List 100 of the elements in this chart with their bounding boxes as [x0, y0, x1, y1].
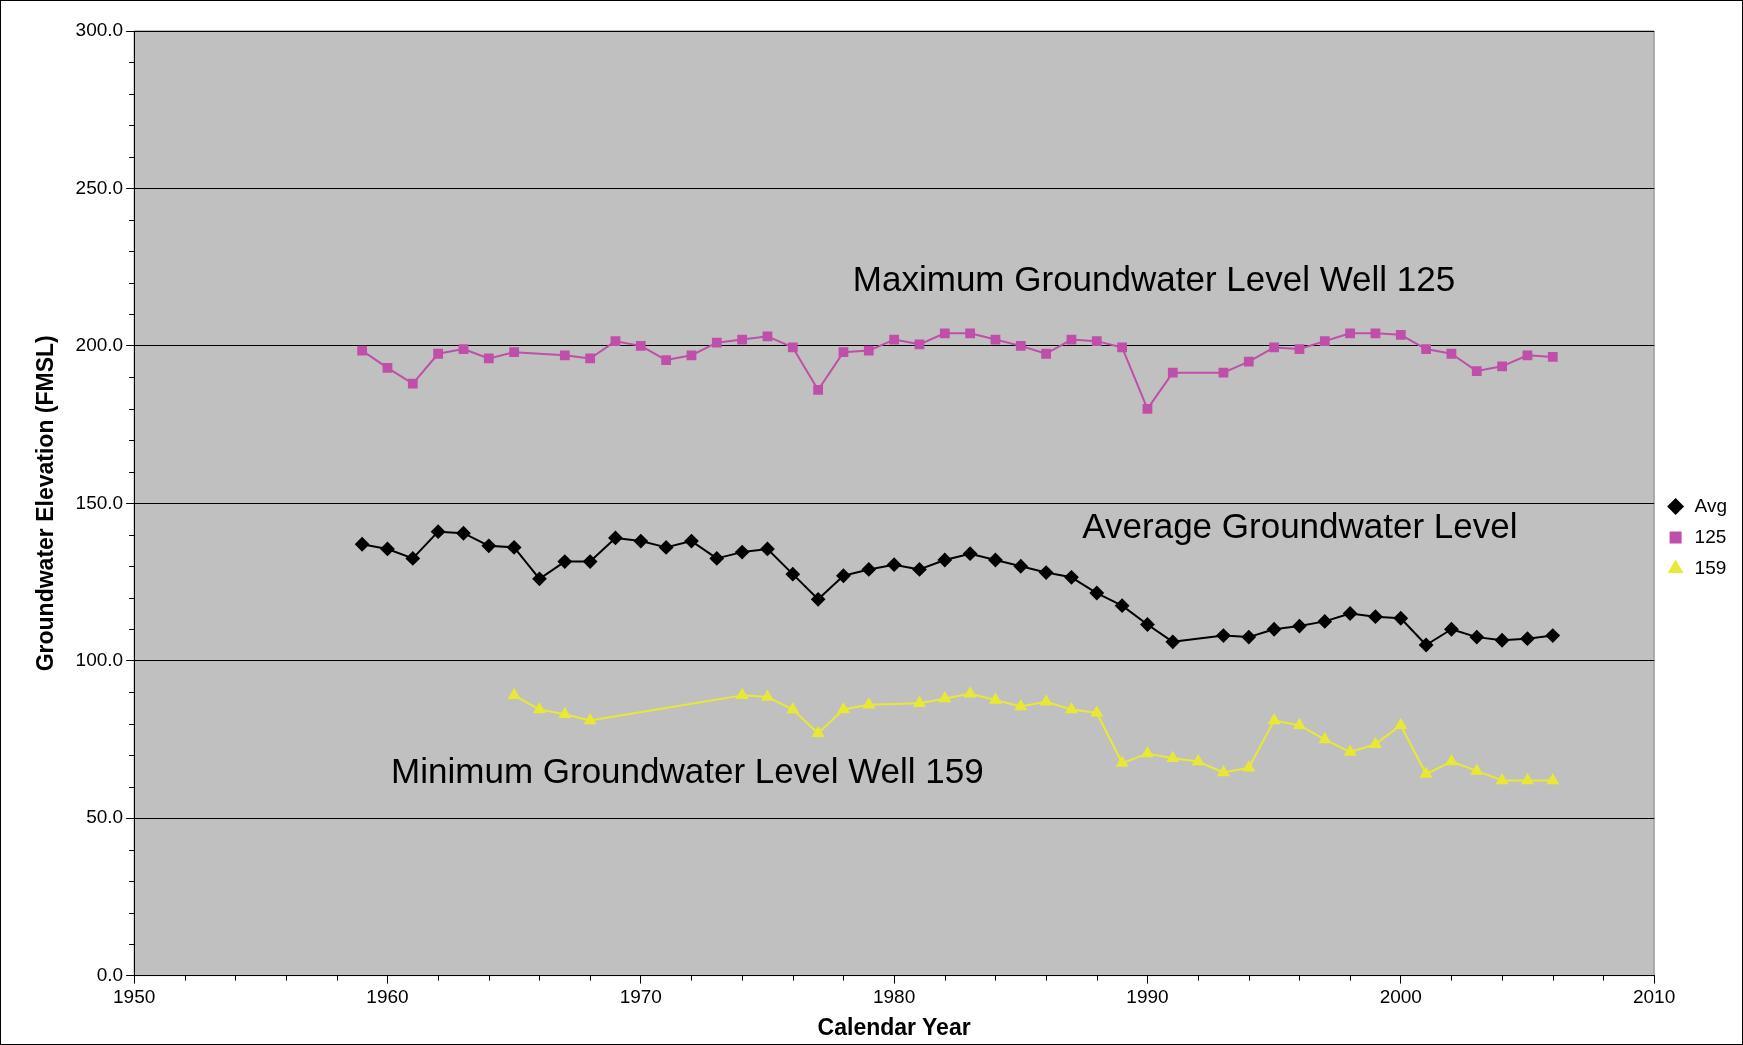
point [1216, 628, 1231, 643]
point [836, 568, 851, 583]
point [1471, 764, 1483, 775]
point [939, 328, 950, 339]
point [761, 690, 774, 701]
point [760, 541, 775, 556]
point [608, 530, 623, 545]
point [1192, 754, 1204, 766]
point [1041, 348, 1052, 359]
point [1368, 609, 1383, 624]
point [1319, 336, 1330, 347]
point [861, 562, 876, 577]
point [1471, 366, 1482, 376]
point [1370, 328, 1381, 339]
point [785, 567, 800, 582]
point [557, 554, 572, 569]
y-tick-label: 0.0 [96, 963, 124, 985]
point [1015, 699, 1027, 711]
x-tick-label: 1990 [1126, 986, 1169, 1008]
point [483, 353, 494, 364]
x-tick-label: 1950 [113, 986, 156, 1008]
point [838, 347, 849, 358]
point [1545, 628, 1560, 643]
point [963, 546, 978, 561]
point [431, 524, 446, 539]
legend-label: 159 [1694, 556, 1727, 578]
point [1292, 619, 1307, 634]
point [1420, 767, 1432, 778]
point [635, 340, 646, 351]
point [559, 350, 570, 361]
point [1446, 348, 1457, 359]
point [1091, 706, 1103, 717]
point [1091, 336, 1102, 347]
point [357, 345, 368, 356]
point [1117, 342, 1128, 353]
y-tick-label: 200.0 [75, 334, 124, 356]
legend-label: Avg [1694, 494, 1728, 516]
point [1495, 633, 1510, 648]
point [964, 687, 976, 698]
point [686, 350, 697, 361]
point [988, 552, 1003, 567]
point [661, 355, 672, 365]
point [1013, 559, 1028, 574]
point [913, 696, 926, 707]
point [937, 552, 952, 567]
point [355, 537, 370, 552]
annotation: Average Groundwater Level [1082, 506, 1518, 546]
point [1520, 631, 1535, 646]
legend-label: 125 [1694, 525, 1727, 547]
point [1521, 773, 1534, 785]
point [1293, 718, 1306, 730]
point [1344, 745, 1356, 756]
x-tick-label: 2000 [1379, 986, 1422, 1008]
y-tick-label: 300.0 [75, 19, 124, 41]
point [1243, 761, 1255, 772]
point [1065, 703, 1078, 714]
point [1547, 773, 1559, 785]
point [1243, 356, 1254, 367]
point [583, 554, 598, 569]
point [481, 538, 496, 553]
point [837, 703, 850, 714]
point [1395, 718, 1407, 730]
point [711, 337, 722, 348]
point [812, 726, 824, 737]
point [532, 571, 547, 586]
point [1015, 340, 1026, 351]
point [1218, 367, 1229, 378]
point [1116, 756, 1128, 767]
point [610, 336, 621, 347]
point [863, 698, 875, 709]
point [584, 714, 596, 725]
point [509, 347, 520, 358]
point [912, 562, 927, 577]
x-axis-title: Calendar Year [817, 1013, 971, 1040]
point [1294, 344, 1305, 354]
point [458, 344, 469, 354]
point [1269, 342, 1279, 353]
point [382, 363, 393, 373]
point [1064, 570, 1079, 585]
point [887, 557, 902, 572]
point [1268, 714, 1280, 725]
point [1497, 361, 1507, 372]
point [508, 688, 520, 700]
point [1317, 614, 1332, 629]
point [1267, 622, 1282, 637]
point [1343, 606, 1358, 621]
point [736, 688, 748, 700]
point [1547, 352, 1558, 362]
point [380, 541, 395, 556]
point [735, 545, 750, 560]
point [1241, 630, 1256, 645]
point [633, 534, 648, 549]
point [585, 353, 596, 364]
point [1217, 766, 1230, 777]
x-tick-label: 2010 [1632, 986, 1676, 1008]
annotation: Minimum Groundwater Level Well 159 [391, 751, 984, 791]
point [1496, 773, 1508, 785]
point [939, 692, 951, 703]
point [965, 328, 976, 339]
point [787, 703, 799, 714]
